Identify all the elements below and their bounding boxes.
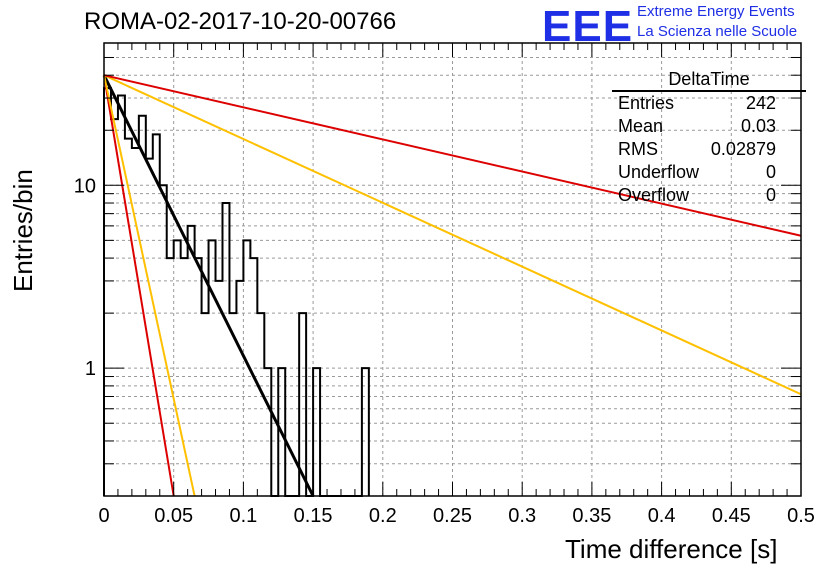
x-tick-label: 0.3 [508, 505, 536, 527]
stats-label: Overflow [618, 185, 690, 205]
stats-row: Entries 242 [612, 92, 806, 115]
stats-title: DeltaTime [612, 68, 806, 92]
fit-line [103, 75, 175, 497]
x-tick-label: 0.35 [572, 505, 611, 527]
x-tick-label: 0.15 [294, 505, 333, 527]
stats-value: 0 [765, 185, 776, 205]
stats-label: RMS [618, 139, 658, 159]
x-tick-label: 0.45 [712, 505, 751, 527]
stats-label: Entries [618, 93, 675, 113]
chart-title: ROMA-02-2017-10-20-00766 [84, 8, 397, 35]
fit-line [103, 74, 802, 396]
logo-text-line1: Extreme Energy Events [637, 3, 795, 20]
stats-label: Mean [618, 116, 664, 136]
stats-value: 242 [745, 93, 776, 113]
stats-value: 0.03 [740, 116, 776, 136]
y-tick-label: 10 [74, 175, 96, 197]
stats-box: DeltaTime Entries 242 Mean 0.03 RMS 0.02879… [612, 68, 806, 207]
fit-line [102, 74, 315, 497]
stats-label: Underflow [618, 162, 700, 182]
stats-value: 0 [765, 162, 776, 182]
histogram-bars [103, 87, 370, 497]
fit-line [103, 74, 196, 497]
logo-text-line2: La Scienza nelle Scuole [637, 23, 798, 40]
x-tick-label: 0.05 [154, 505, 193, 527]
y-axis-label: Entries/bin [8, 169, 38, 292]
x-tick-label: 0.1 [229, 505, 257, 527]
x-tick-label: 0.2 [369, 505, 397, 527]
x-tick-label: 0.4 [648, 505, 676, 527]
x-tick-label: 0.25 [433, 505, 472, 527]
stats-value: 0.02879 [710, 139, 776, 159]
stats-row: Overflow 0 [612, 184, 806, 207]
y-tick-label: 1 [85, 358, 96, 380]
x-tick-label: 0 [98, 505, 109, 527]
x-axis-label: Time difference [s] [565, 534, 778, 564]
stats-row: Mean 0.03 [612, 115, 806, 138]
stats-row: RMS 0.02879 [612, 138, 806, 161]
x-tick-label: 0.5 [787, 505, 815, 527]
fit-line [103, 74, 802, 237]
stats-row: Underflow 0 [612, 161, 806, 184]
